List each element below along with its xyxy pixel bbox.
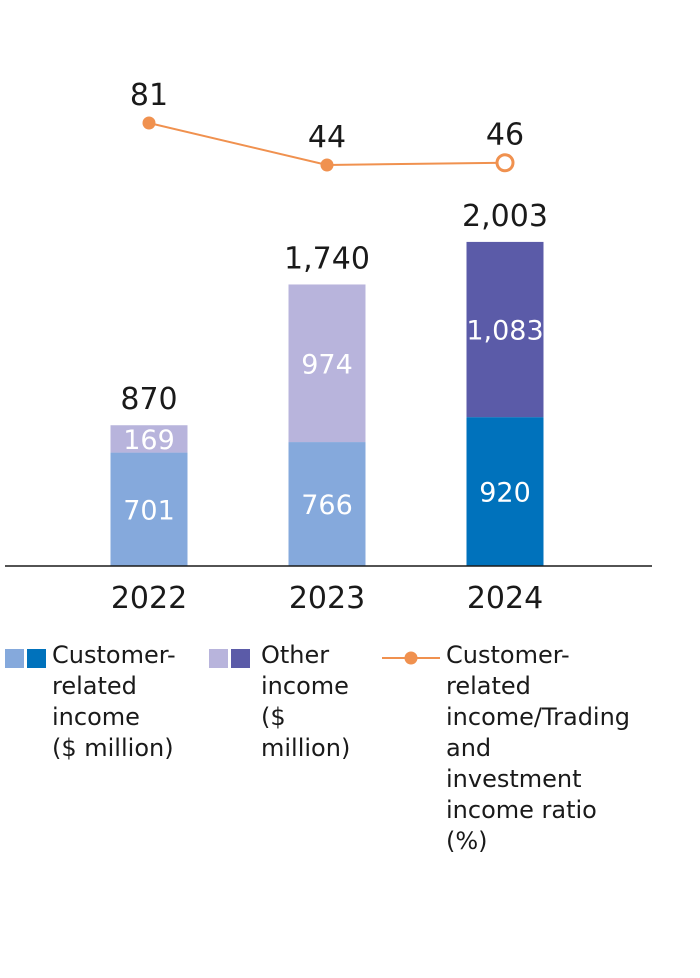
label-other-2022: 169 <box>123 425 175 456</box>
legend-swatch-customer-dark <box>27 649 46 668</box>
x-tick-2022: 2022 <box>111 581 187 616</box>
legend: Customer- related income ($ million) Oth… <box>0 640 700 855</box>
legend-label-ratio: Customer-related income/Trading and inve… <box>446 641 631 855</box>
bar-customer-2023 <box>288 442 366 566</box>
bar-other-2024 <box>466 241 544 418</box>
bar-customer-2022 <box>110 452 188 566</box>
legend-label-other: Other income ($ million) <box>261 641 351 762</box>
chart: 701 169 870 2022 766 974 1,740 2023 920 1,083 2,00… <box>5 78 652 616</box>
ratio-point-2023 <box>320 158 334 172</box>
legend-swatch-customer-light <box>5 649 24 668</box>
ratio-point-2024 <box>495 153 515 173</box>
legend-label-customer: Customer- related income ($ million) <box>52 641 176 762</box>
label-total-2023: 1,740 <box>284 241 370 276</box>
bar-customer-2024 <box>466 417 544 566</box>
ratio-label-2023: 44 <box>308 120 346 155</box>
label-customer-2024: 920 <box>479 478 531 509</box>
ratio-label-2022: 81 <box>130 78 168 113</box>
label-other-2023: 974 <box>301 349 353 380</box>
label-other-2024: 1,083 <box>466 316 543 347</box>
label-customer-2022: 701 <box>123 495 175 526</box>
bar-other-2022 <box>110 425 188 453</box>
x-tick-2023: 2023 <box>289 581 365 616</box>
legend-line-marker-icon <box>382 651 440 665</box>
label-total-2022: 870 <box>120 382 177 417</box>
label-customer-2023: 766 <box>301 490 353 521</box>
legend-swatch-other-light <box>209 649 228 668</box>
legend-swatch-other-dark <box>231 649 250 668</box>
x-tick-2024: 2024 <box>467 581 543 616</box>
ratio-point-2022 <box>142 116 156 130</box>
label-total-2024: 2,003 <box>462 199 548 234</box>
ratio-label-2024: 46 <box>486 118 524 153</box>
bar-other-2023 <box>288 284 366 443</box>
